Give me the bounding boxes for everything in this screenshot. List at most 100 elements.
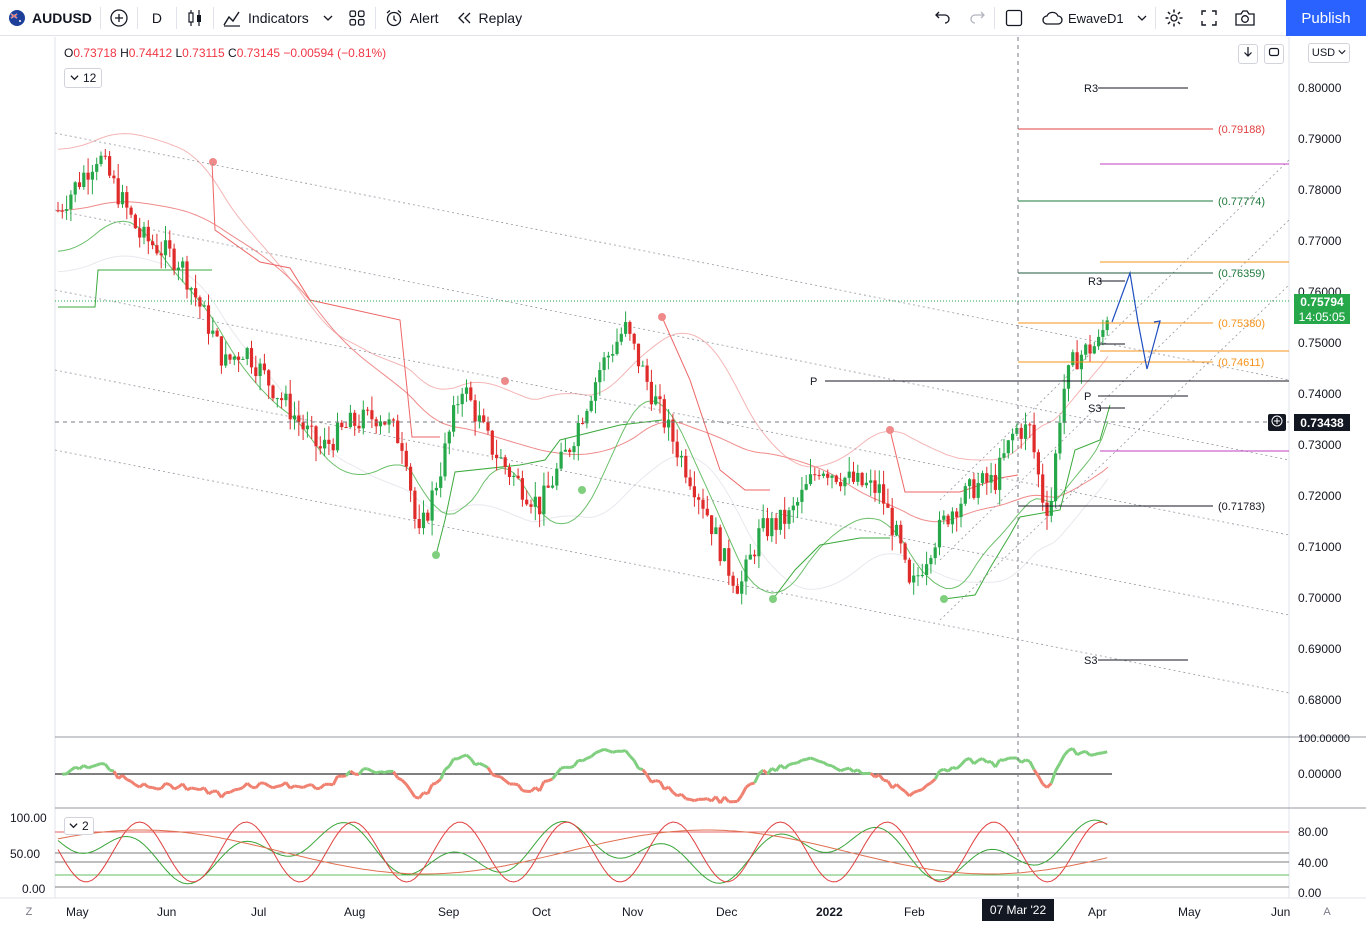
fullscreen-layout-button[interactable] — [995, 0, 1033, 36]
candle-body — [507, 467, 512, 477]
oscillator-segment — [599, 747, 605, 753]
candle-body — [727, 548, 731, 576]
publish-button[interactable]: Publish — [1286, 0, 1366, 36]
candle-body — [495, 454, 499, 459]
crosshair-date-tag: 07 Mar '22 — [982, 899, 1054, 921]
candle-body — [800, 489, 804, 502]
chart-type-button[interactable] — [177, 0, 213, 36]
auto-scale-button[interactable]: A — [1318, 903, 1336, 921]
oscillator-segment — [83, 764, 89, 770]
oscillator-segment — [294, 784, 300, 789]
candle-body — [761, 518, 765, 529]
oscillator-segment — [840, 767, 846, 773]
oscillator-segment — [409, 789, 417, 798]
oscillator-segment — [655, 779, 661, 784]
interval-button[interactable]: D — [138, 0, 176, 36]
candle-body — [697, 497, 701, 500]
candle-body — [525, 499, 529, 505]
candle-body — [851, 471, 856, 482]
redo-button[interactable] — [960, 0, 994, 36]
oscillator-segment — [168, 783, 176, 791]
oscillator-segment — [91, 763, 98, 768]
add-alert-button[interactable] — [1268, 414, 1286, 431]
oscillator-segment — [943, 767, 949, 773]
candle-body — [955, 511, 959, 518]
undo-button[interactable] — [926, 0, 960, 36]
candle-body — [598, 370, 602, 383]
divider — [136, 6, 138, 29]
templates-button[interactable] — [339, 0, 375, 36]
candlesticks — [56, 148, 1109, 605]
oscillator-segment — [1093, 751, 1100, 757]
candle-body — [856, 472, 860, 482]
divider — [99, 6, 101, 29]
oscillator-segment — [1020, 758, 1027, 764]
oscillator-segment — [921, 784, 928, 791]
scroll-down-button[interactable] — [1238, 44, 1258, 64]
candle-body — [129, 207, 133, 215]
snapshot-button[interactable] — [1226, 0, 1264, 36]
oscillator-segment — [380, 770, 386, 775]
oscillator-segment — [766, 767, 773, 775]
candle-body — [1032, 424, 1036, 453]
candle-body — [400, 443, 404, 451]
currency-button[interactable]: USD — [1308, 43, 1350, 63]
indicators-legend-toggle[interactable]: 12 — [64, 68, 103, 88]
time-tick-label: Jun — [1271, 905, 1291, 919]
indicators-icon — [222, 8, 242, 28]
oscillator-segment — [104, 763, 111, 771]
candle-body — [912, 575, 916, 583]
price-tick-label: 0.72000 — [1298, 489, 1342, 503]
candle-body — [1092, 346, 1096, 354]
channel-line — [54, 132, 1290, 381]
price-tick-label: 0.74000 — [1298, 387, 1342, 401]
oscillator-segment — [908, 791, 915, 798]
candle-body — [1036, 452, 1040, 475]
candle-body — [744, 559, 748, 582]
candle-body — [95, 164, 99, 172]
candle-body — [684, 455, 688, 478]
oscillator-segment — [925, 781, 932, 787]
oscillator-segment — [796, 758, 803, 765]
reset-scale-button[interactable] — [1264, 44, 1284, 64]
oscillator-segment — [572, 759, 580, 768]
settings-button[interactable] — [1156, 0, 1192, 36]
zoom-button[interactable]: Z — [20, 903, 38, 921]
compare-button[interactable] — [101, 0, 137, 36]
pane3-legend-toggle[interactable]: 2 — [64, 817, 94, 835]
replay-button[interactable]: Replay — [447, 0, 531, 36]
candle-body — [314, 426, 318, 447]
square-icon — [1005, 9, 1023, 27]
symbol-search-button[interactable]: AUDUSD — [0, 0, 100, 36]
candle-body — [937, 519, 942, 548]
oscillator-segment — [469, 757, 477, 766]
candle-body — [636, 343, 641, 367]
candle-body — [993, 474, 997, 490]
trail-dot — [658, 313, 666, 321]
candle-body — [925, 564, 929, 575]
oscillator-segment — [1098, 751, 1104, 755]
candle-body — [611, 354, 615, 356]
candle-body — [778, 509, 782, 530]
oscillator-segment — [328, 782, 334, 787]
indicators-dropdown[interactable] — [317, 0, 339, 36]
oscillator-segment — [207, 789, 214, 796]
oscillator-segment — [478, 761, 485, 767]
candle-body — [194, 288, 198, 298]
oscillator-segment — [955, 763, 962, 770]
trail-dot — [501, 377, 509, 385]
indicators-button[interactable]: Indicators — [214, 0, 317, 36]
grid-icon — [347, 8, 367, 28]
fullscreen-button[interactable] — [1192, 0, 1226, 36]
trail-down — [661, 316, 770, 491]
candle-body — [56, 210, 60, 212]
candle-body — [241, 358, 245, 360]
candle-body — [361, 409, 365, 429]
close-key: C — [228, 46, 237, 60]
oscillator-segment — [676, 792, 683, 798]
alert-button[interactable]: Alert — [376, 0, 447, 36]
candle-body — [189, 288, 193, 290]
oscillator-segment — [874, 773, 880, 779]
layout-save-button[interactable]: EwaveD1 — [1033, 0, 1155, 36]
